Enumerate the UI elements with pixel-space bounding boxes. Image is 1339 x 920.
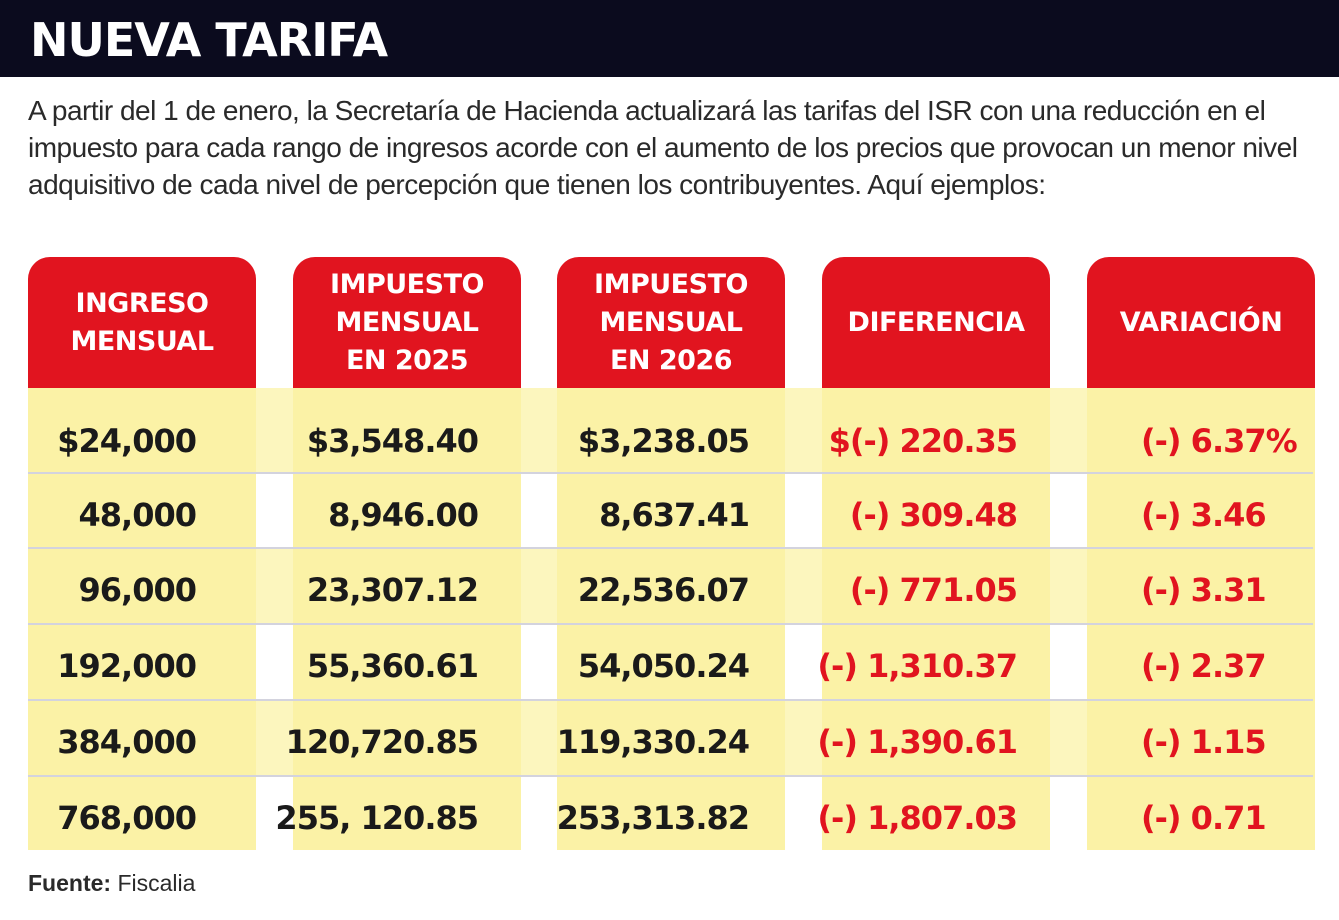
table-cell-impuesto-2026: 253,313.82 bbox=[556, 799, 750, 837]
row-divider bbox=[28, 623, 1313, 625]
table-cell-impuesto-2025: 55,360.61 bbox=[306, 647, 479, 685]
table-cell-diferencia: (-) 1,390.61 bbox=[817, 723, 1018, 761]
column-background-diferencia bbox=[822, 388, 1050, 850]
row-divider bbox=[28, 547, 1313, 549]
row-divider bbox=[28, 775, 1313, 777]
table-cell-ingreso-mensual: 768,000 bbox=[57, 799, 197, 837]
table-cell-variacion: (-) 3.31 bbox=[1141, 571, 1267, 609]
table-cell-impuesto-2026: 54,050.24 bbox=[577, 647, 750, 685]
intro-text: A partir del 1 de enero, la Secretaría d… bbox=[28, 95, 1298, 200]
table-cell-impuesto-2025: $3,548.40 bbox=[306, 422, 479, 460]
page-title: NUEVA TARIFA bbox=[30, 13, 388, 67]
table-cell-impuesto-2025: 23,307.12 bbox=[306, 571, 479, 609]
row-divider bbox=[28, 472, 1313, 474]
title-bar: NUEVA TARIFA bbox=[0, 0, 1339, 77]
table-cell-impuesto-2025: 8,946.00 bbox=[328, 496, 479, 534]
column-header-variacion: VARIACIÓN bbox=[1087, 257, 1315, 388]
column-background-ingreso-mensual bbox=[28, 388, 256, 850]
source-label: Fuente: bbox=[28, 870, 112, 896]
row-divider bbox=[28, 699, 1313, 701]
table-cell-variacion: (-) 6.37% bbox=[1141, 422, 1298, 460]
table-cell-variacion: (-) 1.15 bbox=[1141, 723, 1267, 761]
column-header-impuesto-2025: IMPUESTO MENSUAL EN 2025 bbox=[293, 257, 521, 388]
table-cell-ingreso-mensual: 96,000 bbox=[78, 571, 197, 609]
table-cell-impuesto-2026: 8,637.41 bbox=[599, 496, 750, 534]
table-cell-impuesto-2026: 22,536.07 bbox=[577, 571, 750, 609]
table-cell-impuesto-2025: 120,720.85 bbox=[285, 723, 479, 761]
table-cell-variacion: (-) 3.46 bbox=[1141, 496, 1267, 534]
table-cell-ingreso-mensual: 192,000 bbox=[57, 647, 197, 685]
column-background-impuesto-2026 bbox=[557, 388, 785, 850]
table-cell-ingreso-mensual: $24,000 bbox=[57, 422, 197, 460]
table-cell-impuesto-2026: 119,330.24 bbox=[556, 723, 750, 761]
column-header-impuesto-2026: IMPUESTO MENSUAL EN 2026 bbox=[557, 257, 785, 388]
table-cell-impuesto-2025: 255, 120.85 bbox=[275, 799, 479, 837]
source-note: Fuente: Fiscalia bbox=[28, 870, 195, 897]
table-cell-diferencia: (-) 771.05 bbox=[849, 571, 1018, 609]
table-cell-diferencia: (-) 1,310.37 bbox=[817, 647, 1018, 685]
column-header-diferencia: DIFERENCIA bbox=[822, 257, 1050, 388]
table-cell-ingreso-mensual: 384,000 bbox=[57, 723, 197, 761]
table-cell-ingreso-mensual: 48,000 bbox=[78, 496, 197, 534]
table-cell-impuesto-2026: $3,238.05 bbox=[577, 422, 750, 460]
table-cell-variacion: (-) 2.37 bbox=[1141, 647, 1267, 685]
table-cell-variacion: (-) 0.71 bbox=[1141, 799, 1267, 837]
column-background-variacion bbox=[1087, 388, 1315, 850]
table-cell-diferencia: (-) 309.48 bbox=[849, 496, 1018, 534]
table-cell-diferencia: $(-) 220.35 bbox=[828, 422, 1018, 460]
table-cell-diferencia: (-) 1,807.03 bbox=[817, 799, 1018, 837]
column-background-impuesto-2025 bbox=[293, 388, 521, 850]
source-value: Fiscalia bbox=[111, 870, 196, 896]
column-header-ingreso-mensual: INGRESO MENSUAL bbox=[28, 257, 256, 388]
